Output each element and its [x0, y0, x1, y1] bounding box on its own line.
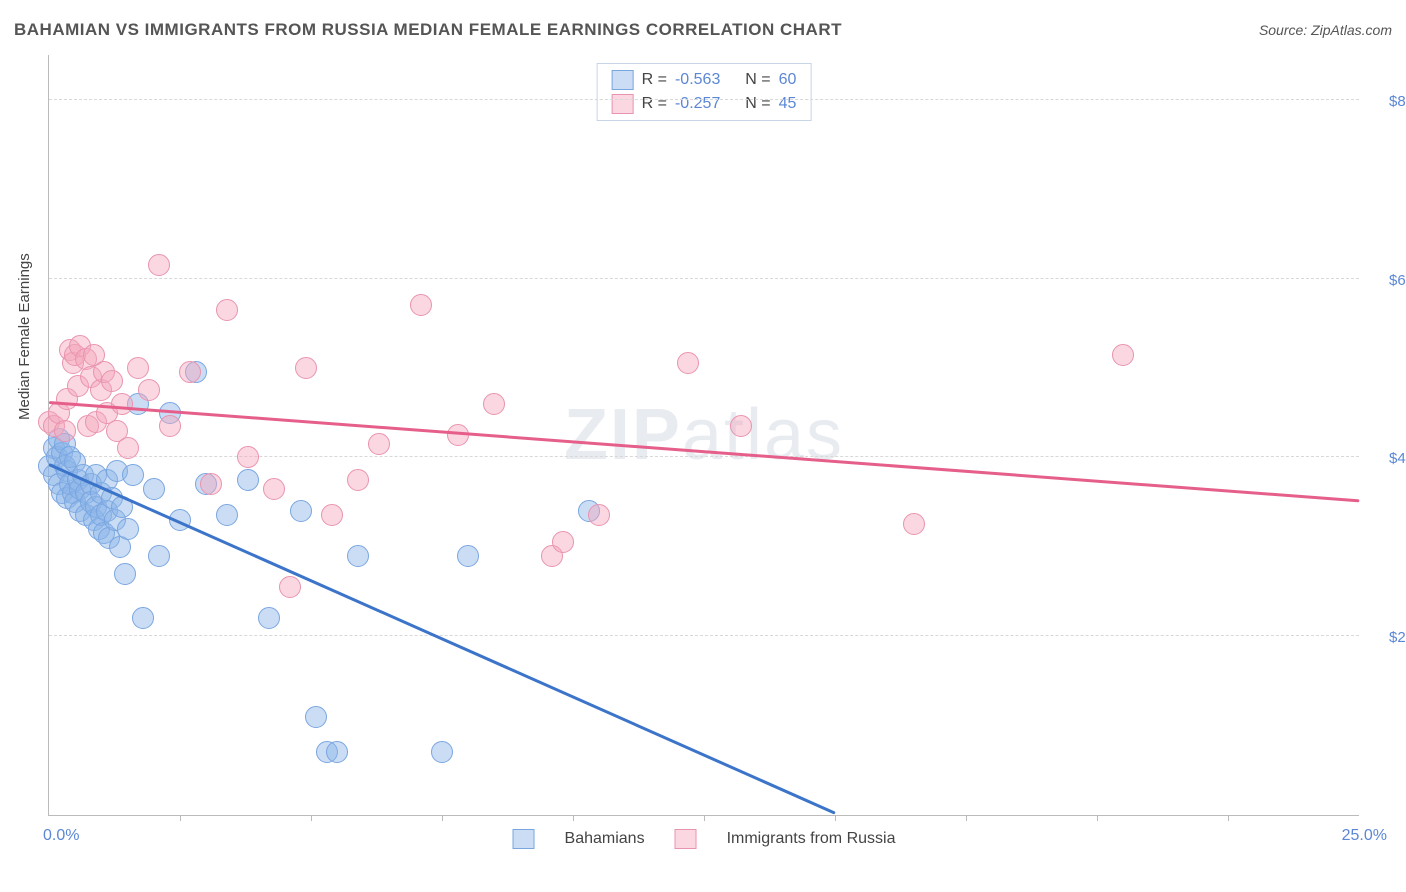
data-point — [237, 446, 259, 468]
data-point — [117, 518, 139, 540]
data-point — [326, 741, 348, 763]
data-point — [143, 478, 165, 500]
data-point — [122, 464, 144, 486]
n-value-bahamians: 60 — [779, 68, 797, 92]
plot-area: ZIPatlas R = -0.563 N = 60 R = -0.257 N … — [48, 55, 1359, 816]
data-point — [111, 393, 133, 415]
data-point — [903, 513, 925, 535]
data-point — [148, 254, 170, 276]
bottom-legend: Bahamians Immigrants from Russia — [513, 829, 896, 849]
y-tick-label: $20,000 — [1361, 629, 1406, 646]
watermark-bold: ZIP — [564, 395, 682, 475]
data-point — [132, 607, 154, 629]
x-tick — [311, 815, 312, 821]
watermark: ZIPatlas — [564, 394, 844, 476]
data-point — [457, 545, 479, 567]
title-bar: BAHAMIAN VS IMMIGRANTS FROM RUSSIA MEDIA… — [14, 20, 1392, 40]
data-point — [216, 299, 238, 321]
x-tick — [966, 815, 967, 821]
watermark-rest: atlas — [682, 395, 844, 475]
stats-row-russia: R = -0.257 N = 45 — [612, 92, 797, 116]
x-tick — [835, 815, 836, 821]
data-point — [279, 576, 301, 598]
data-point — [368, 433, 390, 455]
r-value-russia: -0.257 — [675, 92, 720, 116]
x-min-label: 0.0% — [43, 827, 79, 845]
x-tick — [573, 815, 574, 821]
swatch-bahamians — [612, 70, 634, 90]
data-point — [263, 478, 285, 500]
data-point — [431, 741, 453, 763]
data-point — [295, 357, 317, 379]
stats-row-bahamians: R = -0.563 N = 60 — [612, 68, 797, 92]
swatch-bahamians — [513, 829, 535, 849]
data-point — [101, 370, 123, 392]
data-point — [347, 545, 369, 567]
chart-title: BAHAMIAN VS IMMIGRANTS FROM RUSSIA MEDIA… — [14, 20, 842, 40]
data-point — [677, 352, 699, 374]
legend-label-russia: Immigrants from Russia — [727, 830, 896, 848]
data-point — [54, 420, 76, 442]
y-tick-label: $40,000 — [1361, 450, 1406, 467]
x-max-label: 25.0% — [1342, 827, 1387, 845]
data-point — [1112, 344, 1134, 366]
n-value-russia: 45 — [779, 92, 797, 116]
data-point — [588, 504, 610, 526]
data-point — [216, 504, 238, 526]
data-point — [258, 607, 280, 629]
y-tick-label: $60,000 — [1361, 272, 1406, 289]
source-label: Source: ZipAtlas.com — [1259, 22, 1392, 38]
r-value-bahamians: -0.563 — [675, 68, 720, 92]
gridline — [49, 278, 1359, 279]
n-label: N = — [745, 92, 770, 116]
data-point — [117, 437, 139, 459]
x-tick — [1097, 815, 1098, 821]
data-point — [159, 415, 181, 437]
gridline — [49, 635, 1359, 636]
swatch-russia — [675, 829, 697, 849]
data-point — [321, 504, 343, 526]
y-axis-label: Median Female Earnings — [16, 253, 33, 420]
gridline — [49, 99, 1359, 100]
r-label: R = — [642, 68, 667, 92]
y-tick-label: $80,000 — [1361, 93, 1406, 110]
x-tick — [704, 815, 705, 821]
data-point — [347, 469, 369, 491]
r-label: R = — [642, 92, 667, 116]
data-point — [290, 500, 312, 522]
legend-label-bahamians: Bahamians — [565, 830, 645, 848]
data-point — [200, 473, 222, 495]
data-point — [237, 469, 259, 491]
data-point — [730, 415, 752, 437]
data-point — [410, 294, 432, 316]
x-tick — [1228, 815, 1229, 821]
data-point — [483, 393, 505, 415]
swatch-russia — [612, 94, 634, 114]
x-tick — [180, 815, 181, 821]
data-point — [114, 563, 136, 585]
data-point — [138, 379, 160, 401]
data-point — [127, 357, 149, 379]
n-label: N = — [745, 68, 770, 92]
x-tick — [442, 815, 443, 821]
stats-legend: R = -0.563 N = 60 R = -0.257 N = 45 — [597, 63, 812, 121]
data-point — [148, 545, 170, 567]
data-point — [179, 361, 201, 383]
data-point — [552, 531, 574, 553]
data-point — [305, 706, 327, 728]
